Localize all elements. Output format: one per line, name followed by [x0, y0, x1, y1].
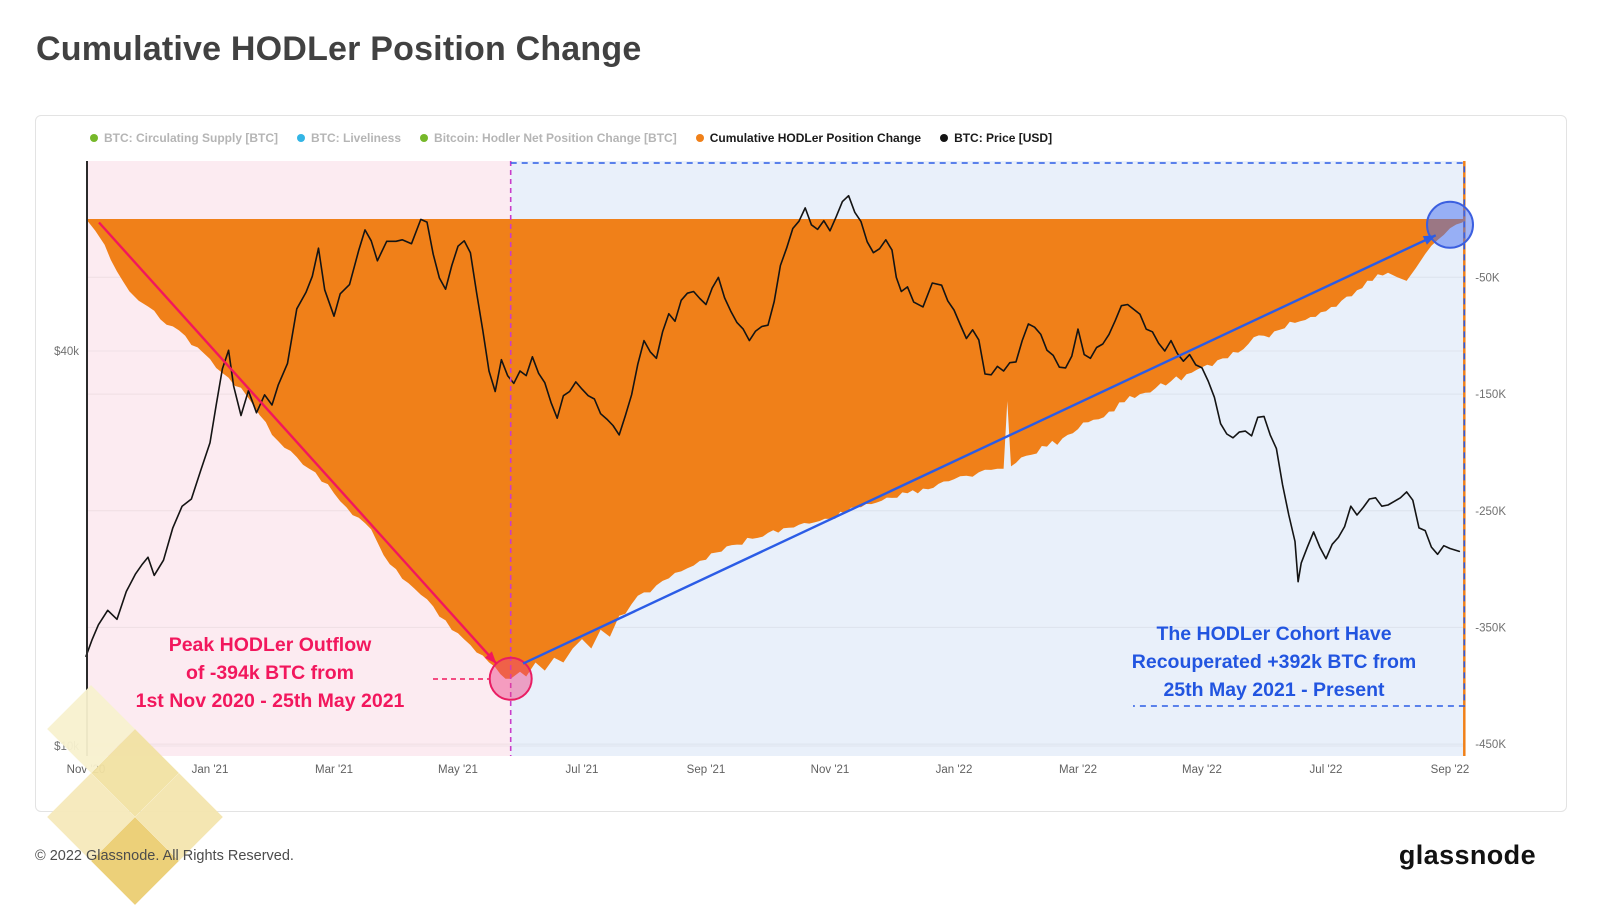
legend-dot-icon	[940, 134, 949, 142]
arrowhead-icon	[1422, 235, 1436, 245]
y-axis-label-left: $10k	[54, 741, 79, 753]
outflow-arrow	[98, 221, 498, 665]
glassnode-brand-wordmark: glassnode	[1398, 840, 1536, 870]
arrowhead-icon	[484, 651, 497, 664]
legend-item-btc-price[interactable]: BTC: Price [USD]	[940, 131, 1052, 145]
legend-dot-icon	[297, 134, 305, 142]
x-axis-label: Mar '22	[1059, 764, 1097, 776]
x-axis-label: Nov '20	[67, 764, 106, 776]
x-axis-label: Jul '22	[1310, 764, 1343, 776]
x-axis-label: Jan '21	[192, 764, 229, 776]
legend-label: Bitcoin: Hodler Net Position Change [BTC…	[434, 131, 677, 145]
annotation-recovery: The HODLer Cohort Have Recouperated +392…	[1131, 623, 1417, 702]
recovery-tip-marker	[1426, 200, 1474, 249]
legend-dot-icon	[90, 134, 98, 142]
recovery-arrow	[522, 234, 1437, 665]
y-axis-label-right: -50K	[1475, 272, 1500, 284]
legend-dot-icon	[420, 134, 429, 142]
page-title: Cumulative HODLer Position Change	[36, 30, 642, 68]
legend-item-net-position-change[interactable]: Bitcoin: Hodler Net Position Change [BTC…	[420, 131, 677, 145]
x-axis-label: May '22	[1182, 764, 1222, 776]
legend-label: BTC: Price [USD]	[954, 131, 1053, 145]
footer-copyright: © 2022 Glassnode. All Rights Reserved.	[35, 848, 294, 864]
x-axis-label: Sep '21	[687, 764, 726, 776]
x-axis-label: May '21	[438, 764, 478, 776]
y-axis-label-left: $40k	[54, 346, 79, 358]
legend-item-liveliness[interactable]: BTC: Liveliness	[297, 131, 401, 145]
legend-label: BTC: Liveliness	[311, 131, 402, 145]
annotation-outflow: Peak HODLer Outflow of -394k BTC from 1s…	[135, 634, 405, 713]
y-axis-label-right: -250K	[1475, 506, 1506, 518]
y-axis-label-right: -450K	[1475, 739, 1506, 751]
outflow-trough-marker	[488, 656, 533, 701]
legend-label: BTC: Circulating Supply [BTC]	[104, 131, 278, 145]
x-axis-label: Sep '22	[1431, 764, 1470, 776]
y-axis-label-right: -350K	[1475, 623, 1506, 635]
legend-item-cumulative-hodler-position-change[interactable]: Cumulative HODLer Position Change	[695, 131, 922, 145]
btc-price-series[interactable]	[85, 194, 1461, 658]
y-axis-label-right: -150K	[1475, 389, 1506, 401]
recovery-dashed-frame	[510, 162, 1466, 707]
legend-item-circulating-supply[interactable]: BTC: Circulating Supply [BTC]	[90, 131, 278, 145]
legend-label: Cumulative HODLer Position Change	[709, 131, 922, 145]
x-axis-label: Jul '21	[566, 764, 599, 776]
chart-legend: BTC: Circulating Supply [BTC] BTC: Livel…	[90, 131, 1052, 145]
x-axis-label: Jan '22	[936, 764, 973, 776]
x-axis-label: Nov '21	[811, 764, 850, 776]
legend-dot-icon	[695, 134, 704, 142]
hodler-area-series[interactable]	[86, 219, 1465, 679]
chart-card: glassnode$40k$10k-50K-150K-250K-350K-450…	[35, 115, 1567, 812]
x-axis-label: Mar '21	[315, 764, 353, 776]
chart-canvas[interactable]: glassnode$40k$10k-50K-150K-250K-350K-450…	[36, 116, 1566, 811]
